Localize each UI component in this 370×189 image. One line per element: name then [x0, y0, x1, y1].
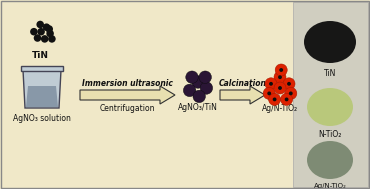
FancyArrow shape	[220, 86, 265, 104]
Circle shape	[289, 91, 293, 95]
Text: Centrifugation: Centrifugation	[100, 104, 155, 113]
Circle shape	[48, 35, 56, 43]
Circle shape	[34, 34, 41, 42]
Circle shape	[267, 91, 271, 95]
Circle shape	[200, 82, 213, 94]
Text: Ag/N-TiO₂: Ag/N-TiO₂	[262, 104, 298, 113]
Text: +: +	[36, 66, 48, 81]
Circle shape	[280, 93, 293, 105]
Polygon shape	[26, 86, 58, 107]
Circle shape	[186, 71, 198, 83]
Circle shape	[199, 71, 211, 83]
Text: AgNO₃/TiN: AgNO₃/TiN	[178, 103, 218, 112]
Text: TiN: TiN	[324, 69, 336, 78]
Circle shape	[193, 90, 205, 103]
Polygon shape	[23, 70, 61, 108]
Circle shape	[287, 82, 291, 86]
Circle shape	[273, 98, 276, 101]
Circle shape	[274, 71, 286, 83]
Circle shape	[279, 68, 283, 72]
Bar	[293, 2, 368, 187]
Text: TiN: TiN	[31, 51, 48, 60]
Circle shape	[269, 93, 280, 105]
Text: AgNO₃ solution: AgNO₃ solution	[13, 114, 71, 123]
Circle shape	[192, 76, 204, 88]
Circle shape	[41, 35, 48, 43]
Circle shape	[265, 78, 277, 90]
Circle shape	[36, 21, 44, 28]
Ellipse shape	[307, 88, 353, 126]
Circle shape	[263, 87, 275, 99]
Text: Immersion ultrasonic: Immersion ultrasonic	[82, 79, 173, 88]
Circle shape	[278, 75, 282, 79]
Circle shape	[269, 82, 273, 86]
Ellipse shape	[307, 141, 353, 179]
Circle shape	[184, 84, 196, 97]
Circle shape	[274, 82, 286, 94]
Circle shape	[46, 25, 53, 33]
FancyArrow shape	[80, 86, 175, 104]
Circle shape	[46, 30, 54, 37]
Text: N-TiO₂: N-TiO₂	[318, 130, 342, 139]
Circle shape	[285, 98, 289, 101]
Circle shape	[283, 78, 295, 90]
Circle shape	[278, 86, 282, 90]
Text: Ag/N-TiO₂: Ag/N-TiO₂	[313, 183, 346, 189]
Circle shape	[43, 23, 50, 31]
Bar	[21, 66, 63, 71]
Ellipse shape	[304, 21, 356, 63]
Text: Calcination: Calcination	[219, 79, 266, 88]
Circle shape	[37, 28, 45, 36]
Circle shape	[30, 28, 38, 36]
Circle shape	[275, 64, 287, 76]
Circle shape	[285, 87, 297, 99]
